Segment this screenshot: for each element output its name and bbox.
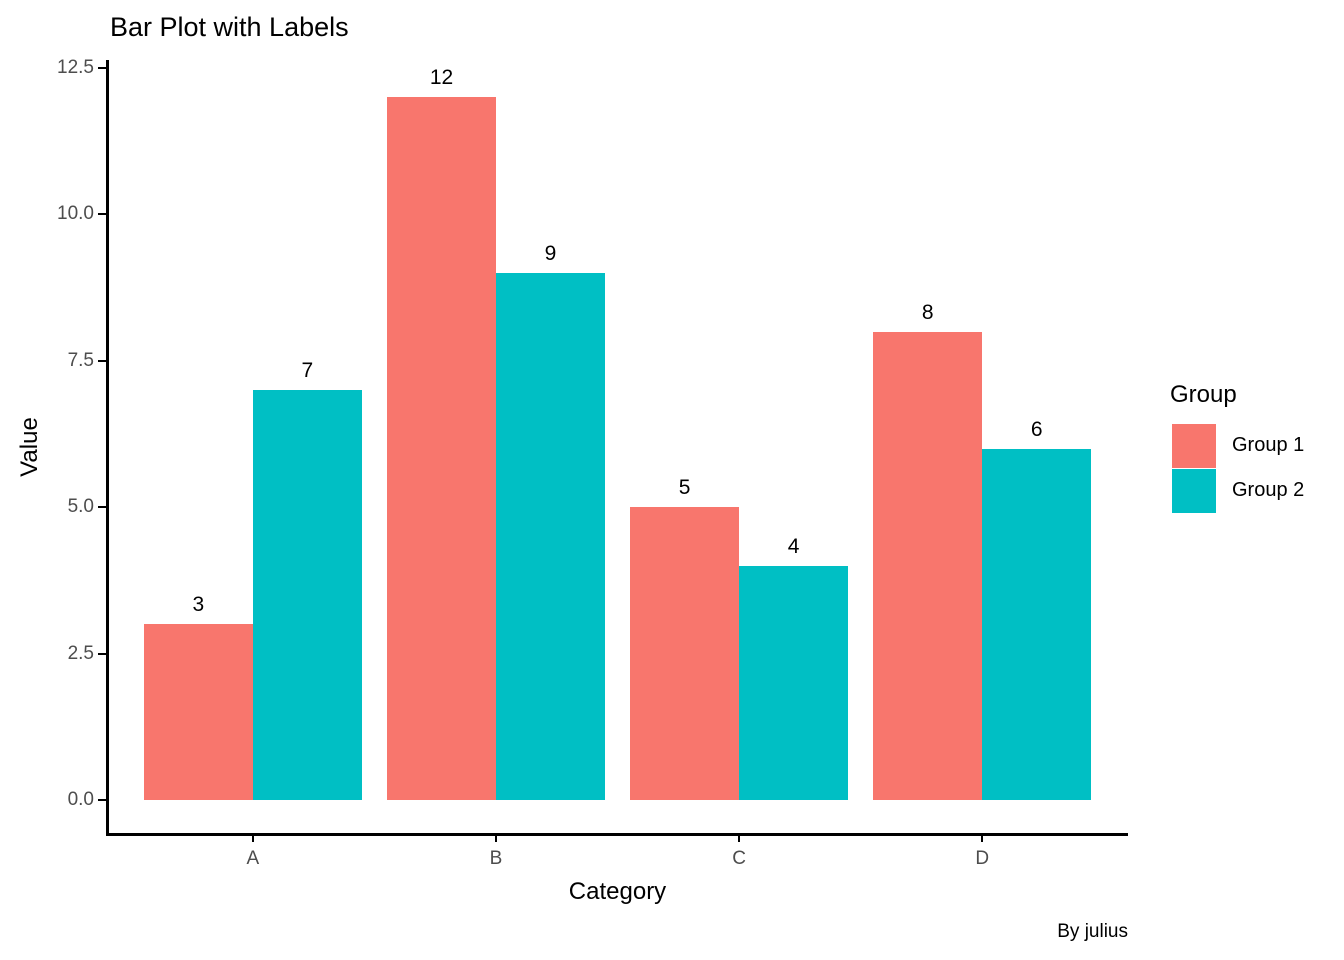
legend-item-group-1: Group 1 bbox=[1172, 423, 1304, 468]
y-tick-mark bbox=[98, 799, 106, 801]
x-axis-line bbox=[106, 833, 1128, 836]
bar-value-label: 5 bbox=[678, 476, 691, 500]
y-tick-mark bbox=[98, 213, 106, 216]
y-tick-mark bbox=[98, 67, 106, 69]
legend: Group Group 1 Group 2 bbox=[1170, 381, 1304, 513]
y-tick-label: 10.0 bbox=[57, 203, 94, 225]
x-tick-label-D: D bbox=[975, 848, 990, 869]
x-tick-label-A: A bbox=[246, 848, 260, 869]
bar-value-label: 4 bbox=[787, 534, 800, 558]
legend-swatch bbox=[1172, 423, 1216, 468]
bar-value-label: 8 bbox=[921, 300, 934, 324]
chart-title: Bar Plot with Labels bbox=[110, 12, 349, 42]
y-tick-label: 2.5 bbox=[67, 642, 94, 664]
bar-D-group-2 bbox=[982, 448, 1092, 800]
x-tick-label-C: C bbox=[732, 848, 746, 869]
y-tick-label: 5.0 bbox=[67, 496, 94, 518]
y-tick-mark bbox=[98, 359, 106, 362]
x-tick-mark bbox=[738, 834, 741, 842]
legend-swatch bbox=[1172, 468, 1216, 513]
bar-A-group-1 bbox=[143, 624, 253, 800]
bar-value-label: 3 bbox=[192, 593, 205, 617]
legend-title: Group bbox=[1170, 381, 1237, 408]
bar-B-group-1 bbox=[387, 97, 496, 800]
y-tick-label: 0.0 bbox=[67, 789, 94, 810]
x-axis-title: Category bbox=[568, 878, 667, 905]
legend-label: Group 2 bbox=[1232, 479, 1305, 501]
y-tick-label: 7.5 bbox=[67, 349, 94, 371]
y-tick-mark bbox=[98, 652, 106, 655]
bar-B-group-2 bbox=[496, 272, 605, 800]
y-tick-mark bbox=[98, 506, 106, 509]
y-axis-line bbox=[106, 60, 109, 836]
bar-C-group-2 bbox=[739, 565, 849, 800]
legend-items: Group 1 Group 2 bbox=[1170, 423, 1304, 513]
legend-label: Group 1 bbox=[1232, 434, 1305, 456]
x-tick-mark bbox=[495, 834, 497, 842]
legend-item-group-2: Group 2 bbox=[1172, 468, 1304, 513]
y-tick-label: 12.5 bbox=[57, 57, 94, 78]
bar-D-group-1 bbox=[873, 331, 983, 800]
x-tick-mark bbox=[251, 834, 254, 842]
bar-A-group-2 bbox=[252, 390, 362, 800]
x-tick-label-B: B bbox=[489, 848, 503, 869]
bar-value-label: 7 bbox=[301, 359, 314, 383]
bar-value-label: 6 bbox=[1030, 417, 1043, 441]
x-tick-mark bbox=[981, 834, 984, 842]
bar-value-label: 9 bbox=[544, 241, 557, 265]
bar-value-label: 12 bbox=[429, 66, 454, 90]
bar-C-group-1 bbox=[630, 507, 740, 800]
caption: By julius bbox=[1057, 921, 1128, 942]
